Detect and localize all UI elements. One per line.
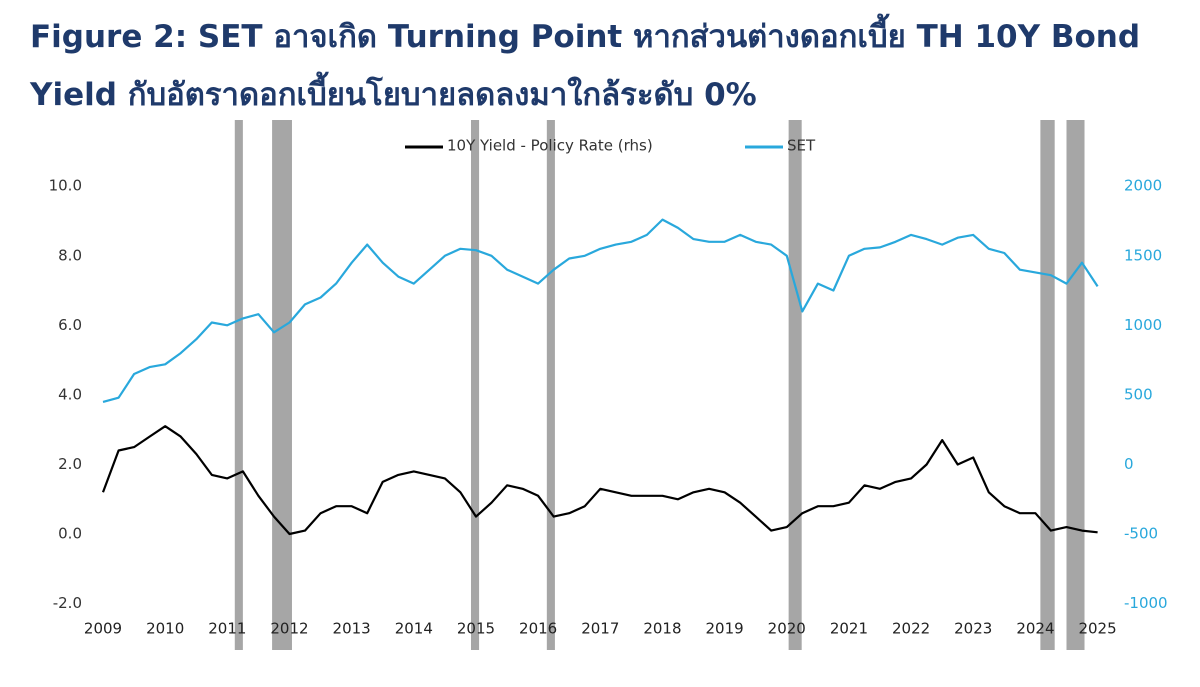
- shaded-period: [546, 120, 555, 650]
- x-tick-label: 2011: [208, 620, 246, 638]
- x-tick-label: 2012: [270, 620, 308, 638]
- y2-tick-label: 1000: [1124, 316, 1162, 334]
- y-tick-label: 4.0: [58, 385, 82, 403]
- y2-tick-label: -500: [1124, 525, 1158, 543]
- x-tick-label: 2019: [706, 620, 744, 638]
- y2-tick-label: 500: [1124, 385, 1153, 403]
- chart-title: Figure 2: SET อาจเกิด Turning Point หากส…: [30, 19, 1141, 113]
- x-tick-label: 2013: [333, 620, 371, 638]
- x-tick-label: 2018: [643, 620, 681, 638]
- y-tick-label: 0.0: [58, 525, 82, 543]
- shaded-period: [1040, 120, 1055, 650]
- x-tick-label: 2014: [395, 620, 433, 638]
- shaded-period: [788, 120, 802, 650]
- shaded-period: [234, 120, 243, 650]
- x-tick-label: 2020: [768, 620, 806, 638]
- x-tick-label: 2024: [1016, 620, 1054, 638]
- x-tick-label: 2009: [84, 620, 122, 638]
- y-tick-label: 8.0: [58, 246, 82, 264]
- legend-label: SET: [787, 137, 816, 155]
- x-tick-label: 2016: [519, 620, 557, 638]
- x-tick-label: 2023: [954, 620, 992, 638]
- x-tick-label: 2021: [830, 620, 868, 638]
- y2-tick-label: 2000: [1124, 177, 1162, 195]
- y2-tick-label: -1000: [1124, 594, 1168, 612]
- legend-label: 10Y Yield - Policy Rate (rhs): [447, 137, 653, 155]
- shaded-period: [272, 120, 292, 650]
- y-tick-label: 10.0: [49, 177, 82, 195]
- y-tick-label: 2.0: [58, 455, 82, 473]
- y-tick-label: 6.0: [58, 316, 82, 334]
- y2-tick-label: 0: [1124, 455, 1134, 473]
- series-line: [102, 218, 1099, 403]
- shaded-period: [1066, 120, 1085, 650]
- x-tick-label: 2010: [146, 620, 184, 638]
- shaded-period: [471, 120, 480, 650]
- x-tick-label: 2022: [892, 620, 930, 638]
- x-tick-label: 2015: [457, 620, 495, 638]
- x-tick-label: 2017: [581, 620, 619, 638]
- y2-tick-label: 1500: [1124, 246, 1162, 264]
- y-tick-label: -2.0: [53, 594, 82, 612]
- series-line: [101, 425, 1098, 536]
- x-tick-label: 2025: [1078, 620, 1116, 638]
